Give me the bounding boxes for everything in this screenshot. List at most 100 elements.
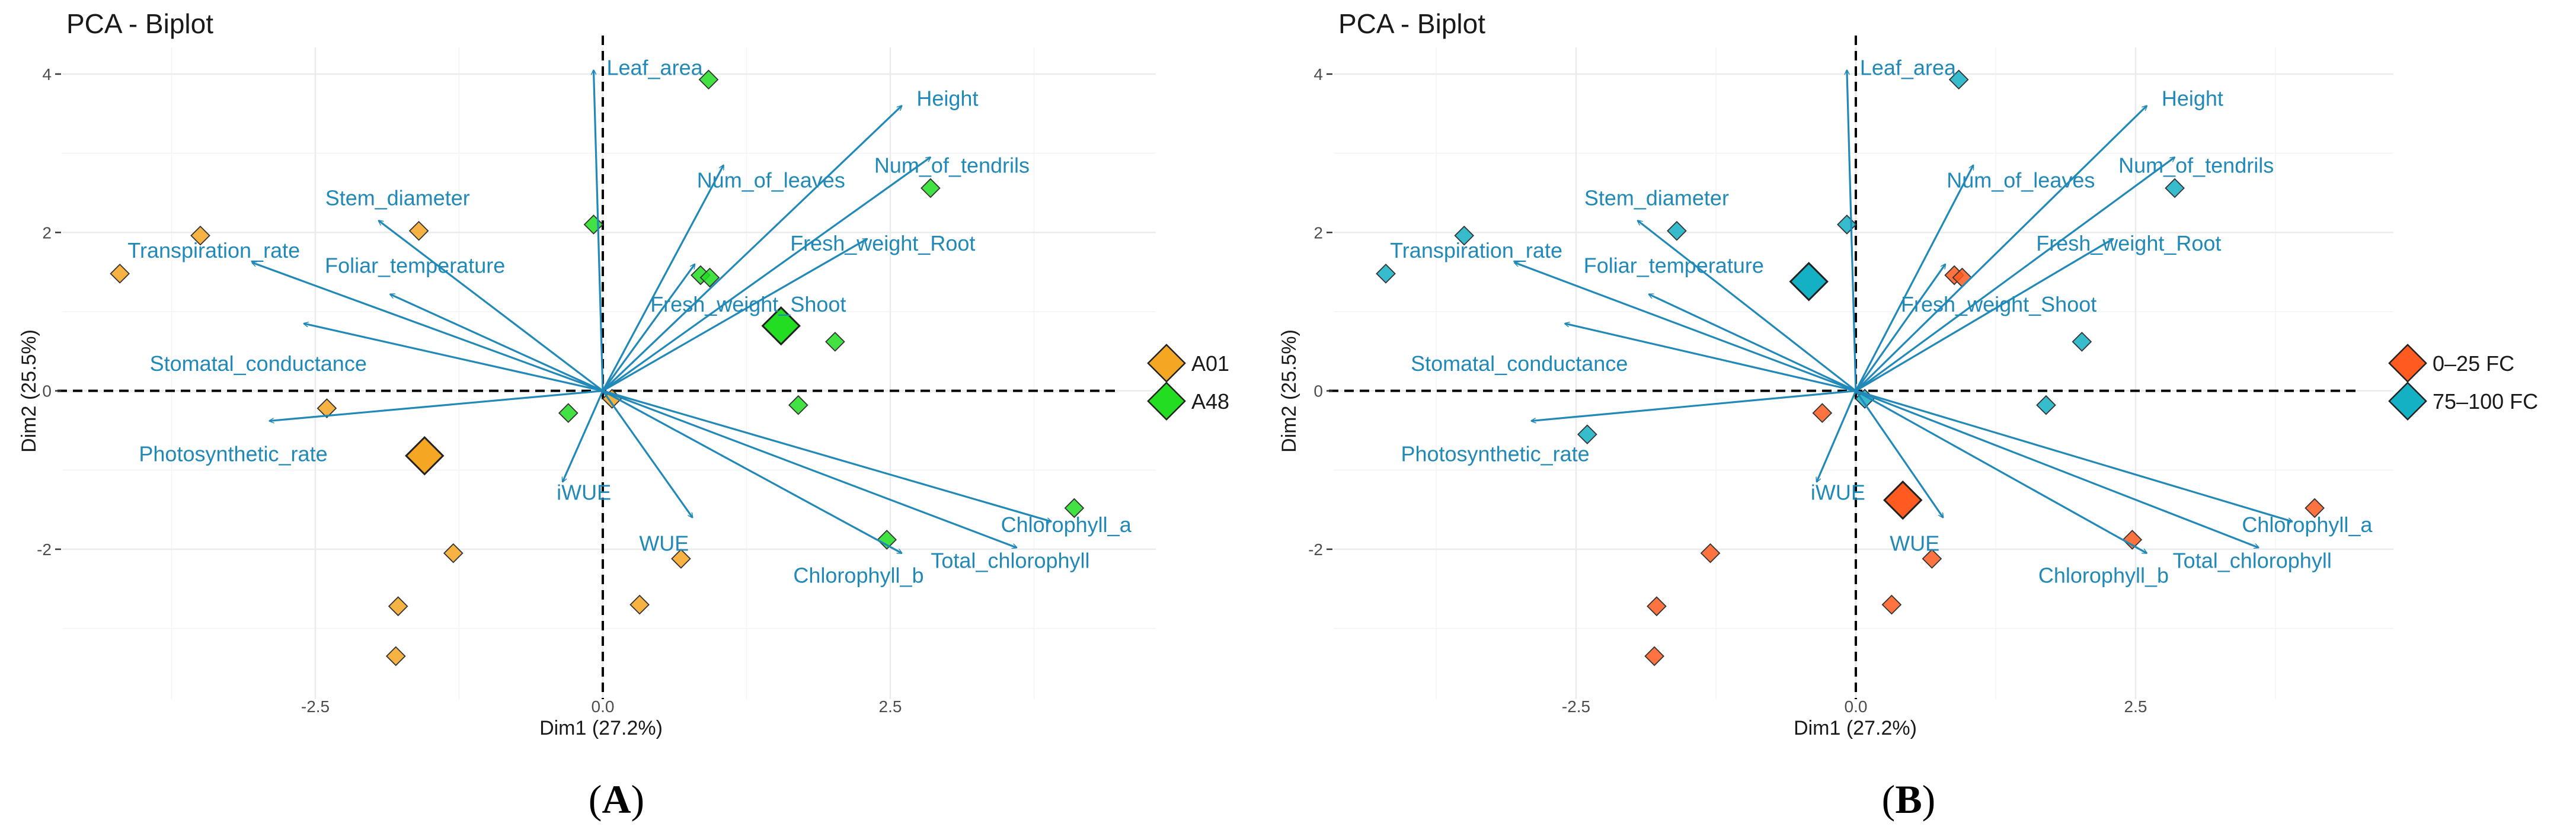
vector-label-fresh-weight-root: Fresh_weight_Root [790, 231, 975, 255]
point-a01-4 [443, 543, 464, 563]
vector-chlorophyll-b [1855, 390, 2147, 555]
point-75-100-fc-2 [1667, 220, 1687, 241]
panel-b-label: (B) [1882, 777, 1936, 822]
legend-key-75-100-fc [2388, 382, 2427, 421]
vector-num-of-leaves [602, 165, 725, 392]
legend-label-a01: A01 [1191, 351, 1229, 376]
panel-a-vectors: Leaf_area Height Num_of_leaves Num_of_tendr… [127, 55, 1132, 587]
vector-label-stem-diameter: Stem_diameter [1584, 185, 1729, 210]
point-a01-1 [190, 225, 210, 246]
vector-total-chlorophyll [602, 390, 1017, 548]
vector-label-chlorophyll-a: Chlorophyll_a [1001, 513, 1132, 537]
vector-label-iwue: iWUE [1811, 480, 1865, 504]
vector-label-chlorophyll-a: Chlorophyll_a [2242, 513, 2373, 537]
vector-stomatal-conductance [1565, 323, 1856, 392]
vector-label-chlorophyll-b: Chlorophyll_b [793, 563, 923, 588]
legend-key-a01 [1147, 344, 1186, 383]
point-75-100-fc-7 [2165, 178, 2185, 198]
point-75-100-fc-1 [1454, 225, 1475, 246]
vector-iwue [1817, 390, 1857, 482]
centroid-a01 [405, 436, 445, 476]
point-0-25-fc-12 [1812, 403, 1833, 423]
centroid-75-100-fc [1789, 261, 1829, 302]
y-tick-label: 2 [42, 223, 52, 242]
vector-transpiration-rate [252, 262, 603, 392]
vector-label-num-of-tendrils: Num_of_tendrils [2118, 153, 2274, 177]
vector-label-wue: WUE [1890, 531, 1939, 556]
vector-num-of-tendrils [602, 157, 931, 392]
point-75-100-fc-8 [2036, 395, 2056, 415]
vector-label-height: Height [2162, 86, 2223, 110]
point-a48-13 [699, 267, 720, 288]
vector-label-height: Height [916, 86, 978, 110]
vector-label-foliar-temperature: Foliar_temperature [325, 254, 505, 278]
point-0-25-fc-19 [2305, 498, 2325, 518]
vector-label-leaf-area: Leaf_area [1860, 55, 1957, 79]
point-a01-3 [317, 398, 337, 418]
vector-label-fresh-weight-shoot: Fresh_weight_Shoot [1901, 292, 2096, 316]
panel-a-x-axis-label: Dim1 (27.2%) [539, 717, 663, 739]
point-a48-10 [698, 69, 719, 90]
vector-label-fresh-weight-root: Fresh_weight_Root [2036, 231, 2221, 255]
vector-label-stomatal-conductance: Stomatal_conductance [150, 351, 367, 376]
y-tick-label: -2 [1308, 540, 1323, 559]
vector-label-total-chlorophyll: Total_chlorophyll [2173, 548, 2332, 572]
vector-num-of-leaves [1855, 165, 1974, 392]
centroid-0-25-fc [1883, 480, 1923, 520]
point-a48-16 [788, 395, 808, 415]
panel-a: PCA - Biplot Leaf_area Height Num_of_leave… [18, 8, 1229, 822]
vector-chlorophyll-a [1855, 390, 2292, 522]
y-tick-label: 4 [42, 65, 52, 84]
vector-stem-diameter [1638, 220, 1856, 392]
point-a48-15 [921, 178, 941, 198]
vector-num-of-tendrils [1855, 157, 2175, 392]
panel-b: PCA - Biplot Leaf_area Height Num_of_leave… [1278, 8, 2538, 822]
panel-a-label: (A) [589, 777, 644, 822]
vector-label-total-chlorophyll: Total_chlorophyll [931, 548, 1089, 572]
vector-label-num-of-leaves: Num_of_leaves [1947, 168, 2095, 193]
y-tick-label: 0 [42, 382, 52, 401]
vector-height [602, 105, 902, 392]
vector-label-foliar-temperature: Foliar_temperature [1584, 254, 1764, 278]
vector-label-stomatal-conductance: Stomatal_conductance [1411, 351, 1628, 376]
panel-b-letter: B [1895, 777, 1922, 822]
x-tick-label: 0.0 [592, 697, 615, 716]
panel-a-letter: A [602, 777, 631, 822]
panel-a-y-axis-label: Dim2 (25.5%) [18, 329, 40, 453]
vector-iwue [562, 390, 604, 482]
point-75-100-fc-0 [1376, 264, 1396, 284]
vector-photosynthetic-rate [1531, 390, 1856, 421]
vector-stem-diameter [379, 220, 603, 392]
point-a01-7 [629, 594, 650, 615]
vector-label-transpiration-rate: Transpiration_rate [1390, 238, 1562, 262]
legend-label-0-25-fc: 0–25 FC [2433, 351, 2514, 376]
point-a48-17 [558, 403, 579, 423]
panel-b-y-axis-label: Dim2 (25.5%) [1278, 329, 1300, 453]
panel-b-title: PCA - Biplot [1338, 8, 1485, 39]
vector-label-wue: WUE [639, 531, 689, 556]
point-a01-0 [110, 264, 130, 284]
vector-label-fresh-weight-shoot: Fresh_weight_Shoot [650, 292, 846, 316]
x-tick-label: 0.0 [1845, 697, 1868, 716]
vector-height [1855, 105, 2147, 392]
x-tick-label: 2.5 [2124, 697, 2147, 716]
panel-b-ticks: -2.5 0.0 2.5 -2 0 2 4 [1308, 65, 2147, 716]
vector-leaf-area [1847, 70, 1857, 391]
vector-fresh-weight-shoot [602, 264, 695, 392]
vector-label-transpiration-rate: Transpiration_rate [127, 238, 300, 262]
point-a48-11 [583, 214, 604, 235]
y-tick-label: 0 [1313, 382, 1323, 401]
x-tick-label: 2.5 [879, 697, 902, 716]
vector-label-num-of-leaves: Num_of_leaves [697, 168, 845, 193]
vector-label-iwue: iWUE [557, 480, 611, 504]
x-tick-label: -2.5 [1562, 697, 1590, 716]
vector-label-photosynthetic-rate: Photosynthetic_rate [139, 441, 327, 466]
point-a01-2 [408, 220, 429, 241]
point-75-100-fc-3 [1577, 424, 1597, 445]
vector-fresh-weight-shoot [1855, 264, 1945, 392]
point-75-100-fc-6 [2072, 331, 2092, 352]
point-0-25-fc-15 [1644, 646, 1664, 667]
panel-b-x-axis-label: Dim1 (27.2%) [1794, 717, 1917, 739]
legend-key-0-25-fc [2388, 344, 2427, 383]
